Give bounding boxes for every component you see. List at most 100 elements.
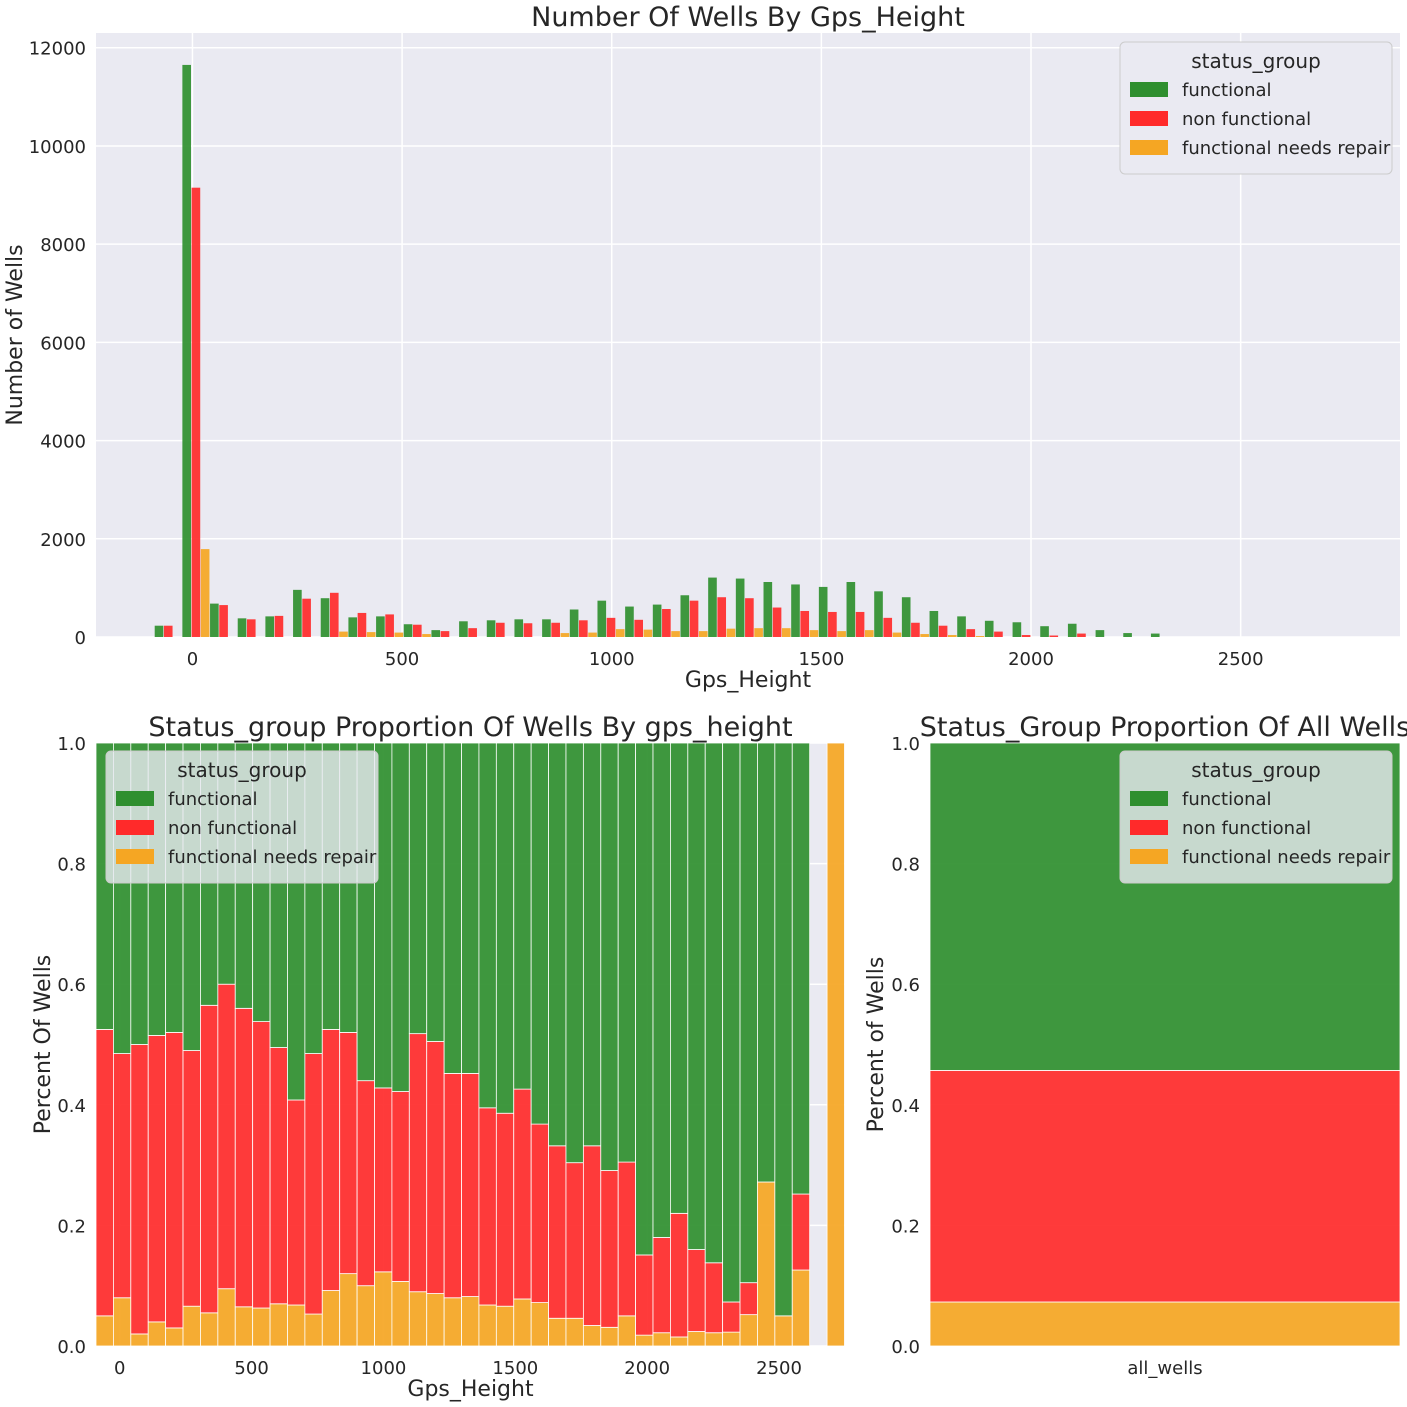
bar bbox=[698, 631, 708, 637]
bar bbox=[809, 630, 819, 637]
bar bbox=[643, 629, 653, 637]
tick-labels: 0 500 1000 1500 2000 2500 0.0 0.2 0.4 0.6 0.8 1.0 bbox=[57, 734, 802, 1379]
bar-segment bbox=[722, 1331, 741, 1347]
bar-segment bbox=[113, 1297, 132, 1347]
bar bbox=[855, 611, 865, 637]
bar-segment bbox=[461, 742, 480, 1074]
bar-segment bbox=[426, 1041, 445, 1294]
y-tick-label: 0.6 bbox=[891, 975, 920, 996]
histogram-panel: 0 500 1000 1500 2000 2500 0 2000 4000 6000 8000 100… bbox=[3, 2, 1400, 693]
bars bbox=[929, 742, 1401, 1347]
bar-segment bbox=[739, 1282, 758, 1316]
bar bbox=[403, 624, 413, 637]
bar-segment bbox=[461, 1296, 480, 1347]
bar-segment bbox=[739, 1314, 758, 1347]
bar bbox=[1021, 635, 1031, 637]
bar bbox=[911, 622, 920, 637]
bar-segment bbox=[130, 1333, 149, 1347]
bar bbox=[496, 622, 505, 637]
bar-segment bbox=[600, 1170, 619, 1328]
bar bbox=[293, 589, 302, 637]
bar bbox=[366, 632, 376, 637]
legend: status_group functional non functional func… bbox=[1119, 750, 1393, 884]
bar-segment bbox=[182, 1050, 201, 1307]
bar bbox=[625, 606, 634, 637]
legend-label: non functional bbox=[168, 818, 297, 839]
bar-segment bbox=[287, 1304, 306, 1347]
y-tick-label: 0.8 bbox=[57, 855, 86, 876]
bar bbox=[735, 578, 745, 637]
bar-segment bbox=[321, 1290, 341, 1347]
chart-title: Number Of Wells By Gps_Height bbox=[531, 2, 965, 33]
legend-label: non functional bbox=[1182, 109, 1311, 130]
bar bbox=[994, 631, 1003, 637]
x-tick-label: 500 bbox=[385, 649, 419, 670]
y-tick-label: 0.2 bbox=[891, 1216, 920, 1237]
bar bbox=[1040, 626, 1049, 637]
bar-segment bbox=[182, 1305, 201, 1347]
bar-segment bbox=[200, 1312, 219, 1347]
bar-segment bbox=[478, 1304, 497, 1347]
bar-segment bbox=[495, 1305, 515, 1347]
bar-segment bbox=[722, 1301, 741, 1333]
bar-segment bbox=[617, 742, 636, 1163]
bar-segment bbox=[791, 1193, 811, 1271]
bar-segment bbox=[217, 1288, 236, 1347]
bar-segment bbox=[757, 742, 776, 1183]
bar bbox=[671, 631, 680, 637]
bar-segment bbox=[165, 1327, 184, 1347]
y-tick-label: 6000 bbox=[40, 333, 86, 354]
y-tick-label: 2000 bbox=[40, 530, 86, 551]
tick-labels: 0.0 0.2 0.4 0.6 0.8 1.0 all_wells bbox=[891, 734, 1202, 1379]
bar bbox=[588, 632, 597, 637]
legend-title: status_group bbox=[177, 758, 307, 782]
y-tick-label: 0.8 bbox=[891, 855, 920, 876]
legend-label: functional needs repair bbox=[1182, 138, 1391, 159]
bar-segment bbox=[234, 1306, 254, 1347]
bar-segment bbox=[234, 1007, 254, 1308]
legend-swatch bbox=[1130, 849, 1168, 864]
bar bbox=[523, 623, 533, 637]
bar bbox=[246, 619, 256, 637]
legend-title: status_group bbox=[1191, 758, 1321, 782]
bar bbox=[486, 620, 496, 637]
bar bbox=[1077, 633, 1086, 637]
bar bbox=[652, 604, 662, 637]
bar-segment bbox=[513, 1088, 532, 1300]
bar-segment bbox=[200, 1004, 219, 1314]
bar bbox=[680, 595, 690, 637]
bar-segment bbox=[147, 1321, 167, 1347]
y-tick-label: 1.0 bbox=[57, 734, 86, 755]
bar-segment bbox=[929, 1301, 1401, 1347]
bar-segment bbox=[478, 742, 497, 1109]
legend-swatch bbox=[116, 820, 154, 835]
bar-segment bbox=[408, 1033, 428, 1293]
bar bbox=[1150, 633, 1160, 637]
bar bbox=[883, 617, 893, 637]
bar bbox=[560, 633, 570, 637]
bar-segment bbox=[652, 742, 671, 1238]
bar bbox=[265, 616, 275, 637]
bar-segment bbox=[113, 1053, 132, 1299]
bar bbox=[514, 619, 524, 637]
bar-segment bbox=[582, 742, 602, 1147]
bar bbox=[708, 577, 717, 637]
y-tick-label: 0.0 bbox=[891, 1337, 920, 1358]
bar bbox=[689, 600, 699, 637]
bar-segment bbox=[478, 1107, 497, 1306]
bar bbox=[200, 549, 210, 637]
legend-label: non functional bbox=[1182, 818, 1311, 839]
bar bbox=[357, 612, 367, 637]
bar-segment bbox=[600, 742, 619, 1171]
legend-swatch bbox=[116, 791, 154, 806]
x-tick-label: 1500 bbox=[798, 649, 844, 670]
bar-segment bbox=[722, 742, 741, 1303]
bar-segment bbox=[652, 1332, 671, 1347]
bar-segment bbox=[513, 1298, 532, 1347]
bar bbox=[551, 622, 560, 637]
bar bbox=[966, 629, 976, 637]
bar bbox=[219, 605, 228, 637]
proportion-all-wells-panel: 0.0 0.2 0.4 0.6 0.8 1.0 all_wells Status_Group… bbox=[864, 712, 1407, 1379]
bar-segment bbox=[687, 1249, 706, 1332]
bar-segment bbox=[356, 1285, 375, 1347]
